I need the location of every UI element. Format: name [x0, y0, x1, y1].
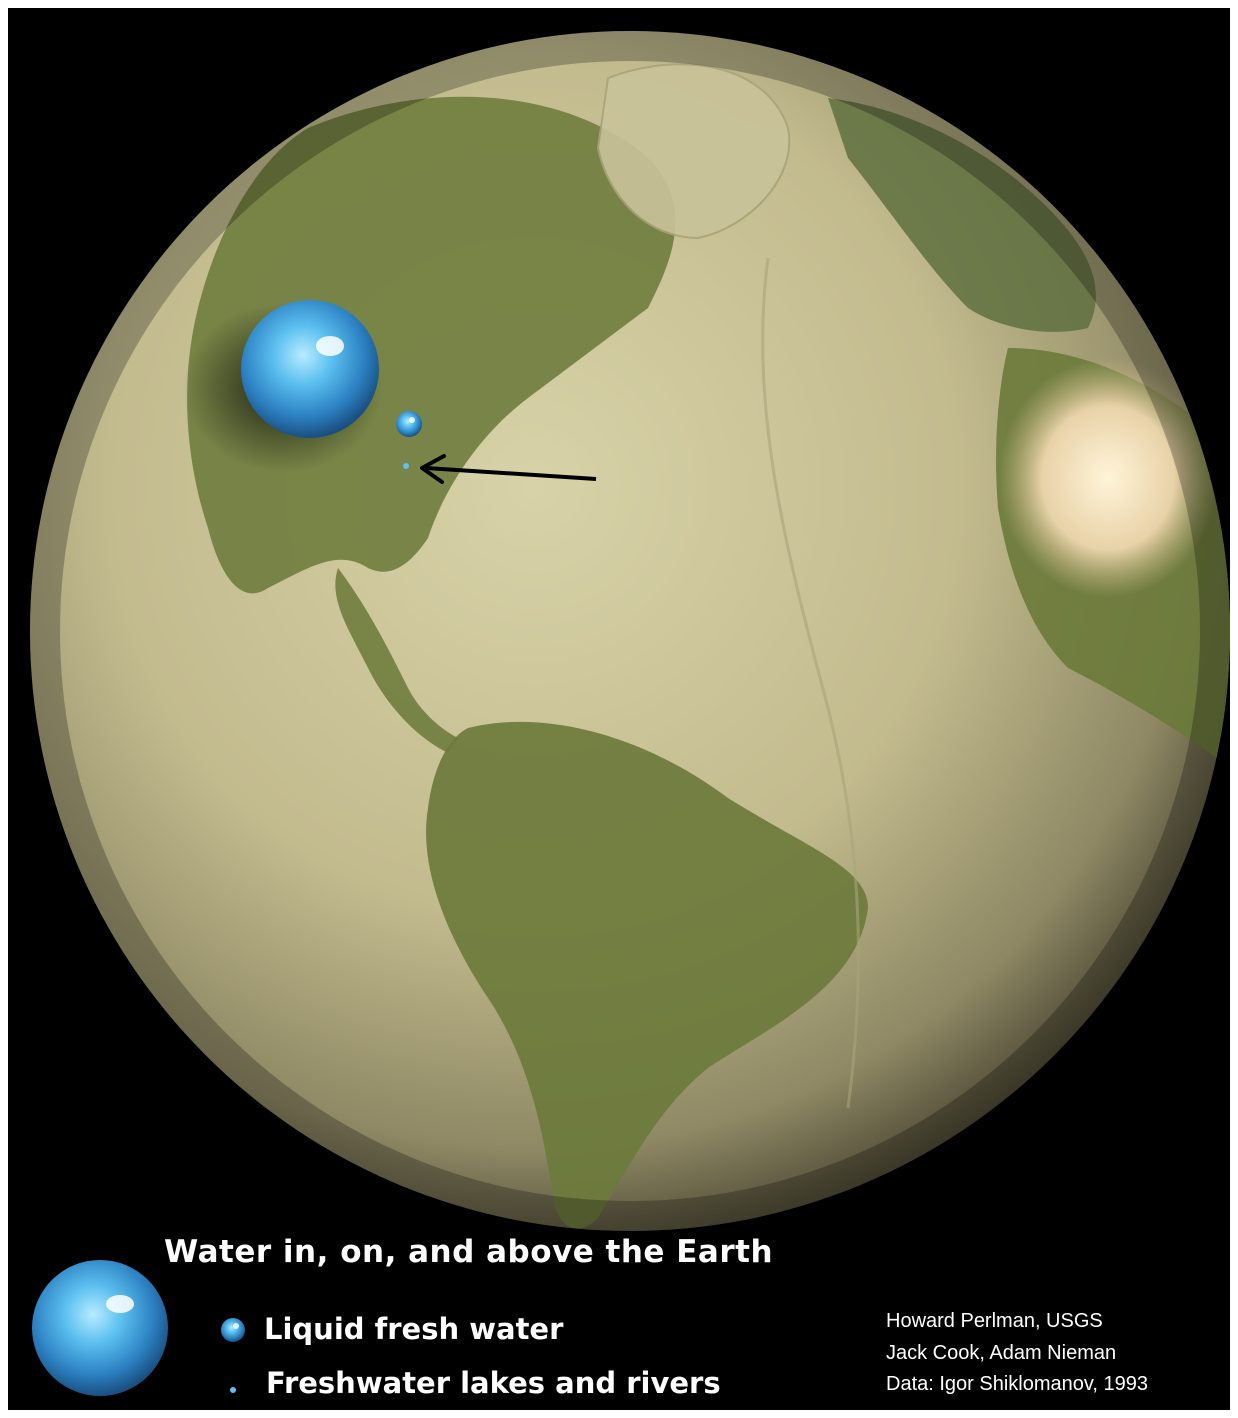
scene: Water in, on, and above the Earth Liquid… — [8, 8, 1230, 1410]
sahara-desert — [998, 358, 1218, 598]
legend-lakes-rivers-sphere — [230, 1387, 236, 1393]
mid-atlantic-ridge — [761, 257, 860, 1109]
pointer-arrowhead — [420, 454, 446, 484]
legend-all-water-sphere — [32, 1260, 168, 1396]
earth-illustration — [30, 31, 1230, 1396]
all-water-sphere — [241, 300, 379, 438]
legend-label-liquid-fresh-water: Liquid fresh water — [264, 1312, 564, 1346]
greenland-land — [596, 63, 791, 240]
liquid-fresh-water-sphere — [396, 411, 422, 437]
lakes-rivers-sphere — [403, 463, 409, 469]
south-america-land — [426, 721, 868, 1229]
legend-liquid-fresh-water-sphere — [221, 1318, 245, 1342]
europe-land — [828, 98, 1096, 332]
central-america-land — [335, 568, 458, 753]
credit-data-source: Data: Igor Shiklomanov, 1993 — [886, 1373, 1149, 1395]
credit-illustrators: Jack Cook, Adam Nieman — [886, 1342, 1117, 1364]
pointer-arrow — [425, 466, 597, 481]
credit-author: Howard Perlman, USGS — [886, 1310, 1103, 1332]
legend-label-lakes-rivers: Freshwater lakes and rivers — [266, 1366, 721, 1400]
legend-title: Water in, on, and above the Earth — [164, 1234, 774, 1270]
